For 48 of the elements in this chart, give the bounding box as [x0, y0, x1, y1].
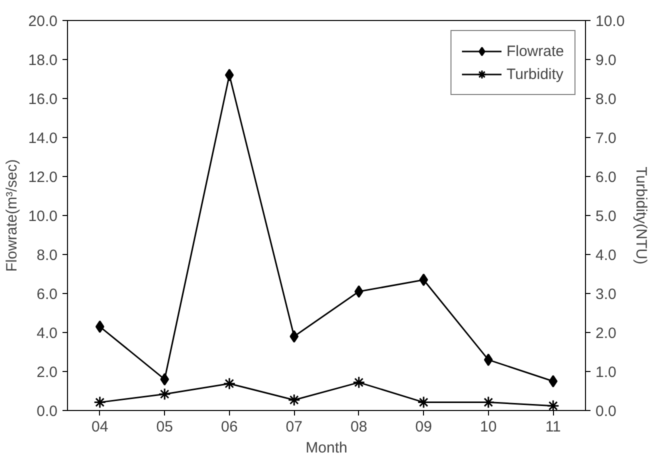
x-tick-label: 04 [92, 418, 108, 436]
y2-tick-label: 3.0 [596, 286, 616, 303]
legend-label: Turbidity [506, 66, 564, 82]
x-tick-label: 09 [415, 418, 432, 436]
y-tick-label: 6.0 [36, 286, 58, 303]
y2-tick-label: 5.0 [596, 208, 616, 225]
y2-tick-label: 2.0 [596, 325, 616, 342]
point [352, 376, 366, 389]
point [158, 388, 171, 400]
y-tick-label: 18.0 [28, 52, 58, 69]
point [484, 354, 493, 366]
point [419, 274, 428, 286]
point [290, 330, 299, 343]
y2-tick-label: 9.0 [596, 52, 616, 69]
point [548, 375, 558, 388]
y-tick-label: 16.0 [28, 91, 58, 108]
y2-tick-label: 10.0 [596, 13, 625, 30]
point [223, 377, 236, 390]
y2-tick-label: 1.0 [596, 364, 616, 381]
point [160, 373, 170, 386]
y-tick-label: 20.0 [28, 13, 58, 30]
x-tick-label: 10 [480, 418, 497, 436]
y-tick-label: 2.0 [36, 364, 58, 381]
y2-axis-title: Turbidity(NTU) [632, 166, 650, 264]
point [95, 320, 104, 333]
y-axis-title: Flowrate(m³/sec) [3, 159, 20, 272]
y-tick-label: 10.0 [28, 208, 58, 225]
y-tick-label: 14.0 [28, 130, 58, 147]
x-tick-label: 11 [545, 418, 561, 436]
point [94, 396, 106, 409]
y-tick-label: 12.0 [28, 169, 58, 186]
point [354, 285, 364, 298]
y-tick-label: 8.0 [36, 247, 58, 264]
y2-tick-label: 0.0 [596, 403, 616, 420]
x-tick-label: 05 [156, 418, 173, 436]
legend-label: Flowrate [506, 42, 564, 60]
y2-tick-label: 8.0 [596, 91, 616, 108]
y-tick-label: 0.0 [36, 403, 58, 420]
point [224, 68, 234, 82]
point [288, 394, 300, 406]
y2-tick-label: 4.0 [596, 247, 616, 264]
x-axis-title: Month [306, 440, 348, 456]
y-tick-label: 4.0 [36, 325, 58, 342]
x-tick-label: 06 [221, 418, 238, 436]
y2-tick-label: 7.0 [596, 130, 616, 147]
y2-tick-label: 6.0 [596, 169, 616, 186]
x-tick-label: 07 [286, 418, 302, 436]
x-tick-label: 08 [350, 418, 368, 436]
